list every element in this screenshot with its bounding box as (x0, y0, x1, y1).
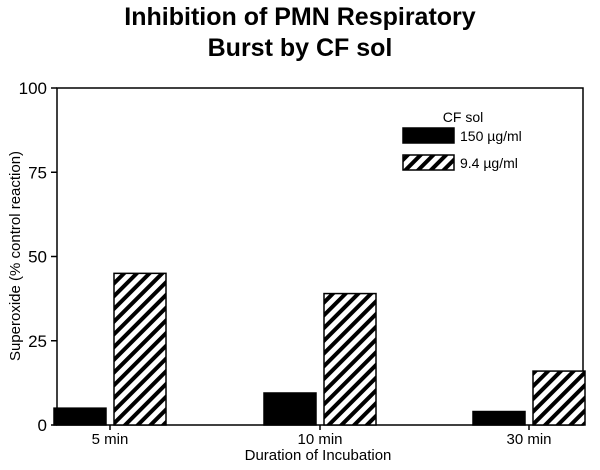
bar-solid (472, 410, 526, 426)
y-axis: 0 25 50 75 100 (19, 79, 57, 435)
y-tick-label: 50 (28, 248, 47, 267)
bar-hatched (113, 272, 167, 426)
y-tick-label: 75 (28, 163, 47, 182)
bar-solid (263, 392, 317, 426)
chart-title-line-1: Inhibition of PMN Respiratory (124, 3, 476, 31)
legend-swatch (402, 127, 455, 144)
x-tick-label: 5 min (92, 431, 129, 448)
bars (53, 272, 586, 426)
legend-label: 150 µg/ml (460, 128, 522, 144)
legend-title: CF sol (443, 109, 483, 125)
x-axis-label: Duration of Incubation (245, 447, 392, 464)
bar-solid (53, 407, 107, 426)
x-axis: 5 min 10 min 30 min (92, 425, 552, 448)
y-axis-label: Superoxide (% control reaction) (7, 151, 24, 361)
y-tick-label: 25 (28, 332, 47, 351)
legend-swatch (402, 154, 455, 171)
bar-hatched (323, 292, 377, 426)
y-tick-label: 100 (19, 79, 47, 98)
legend-label: 9.4 µg/ml (460, 155, 518, 171)
legend: CF sol 150 µg/ml 9.4 µg/ml (402, 109, 522, 171)
bar-hatched (532, 370, 586, 426)
chart-title: Inhibition of PMN Respiratory Burst by C… (0, 2, 600, 64)
chart-title-line-2: Burst by CF sol (207, 34, 393, 62)
y-tick-label: 0 (38, 416, 47, 435)
x-tick-label: 10 min (297, 431, 342, 448)
x-tick-label: 30 min (506, 431, 551, 448)
